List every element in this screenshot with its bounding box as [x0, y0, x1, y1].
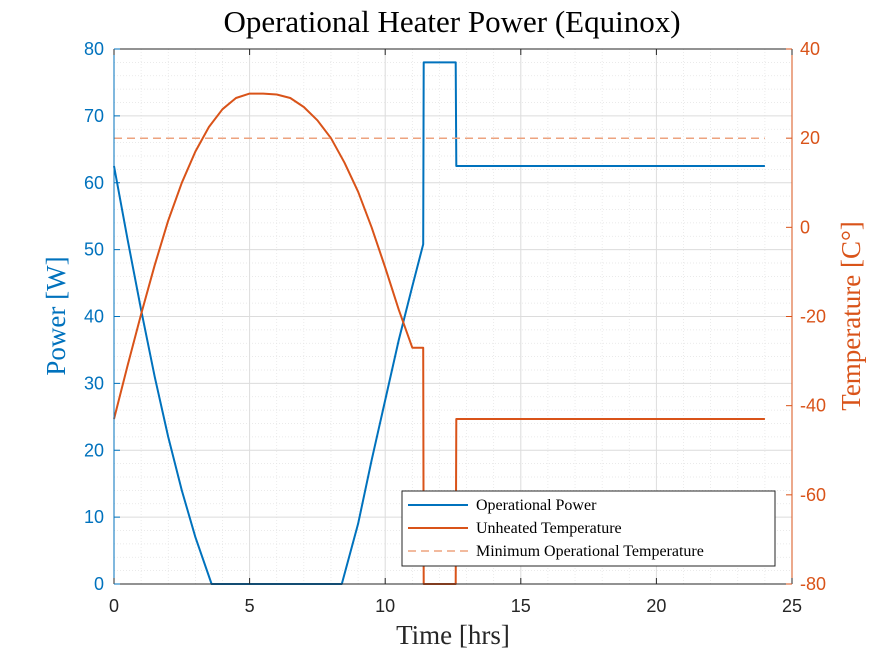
y-tick-label-right: -60	[800, 485, 826, 505]
y-tick-label-left: 10	[84, 507, 104, 527]
y-axis-label-right: Temperature [C°]	[836, 221, 866, 411]
y-tick-label-left: 40	[84, 307, 104, 327]
y-tick-label-right: 20	[800, 128, 820, 148]
y-tick-label-left: 50	[84, 240, 104, 260]
chart-title: Operational Heater Power (Equinox)	[223, 4, 680, 39]
y-tick-label-right: -40	[800, 396, 826, 416]
legend-label-unheated-temperature: Unheated Temperature	[476, 520, 622, 537]
legend: Operational Power Unheated Temperature M…	[401, 490, 776, 567]
y-tick-label-left: 80	[84, 39, 104, 59]
axes-layer: 0 5 10 15 20 25 0 10 20 30 40 50 60 70 80 -80 -60 -40 -20 0…	[84, 39, 826, 616]
x-tick-label: 10	[375, 596, 395, 616]
y-tick-label-left: 60	[84, 173, 104, 193]
x-tick-label: 20	[646, 596, 666, 616]
y-tick-label-left: 0	[94, 574, 104, 594]
series-layer	[113, 61, 765, 585]
legend-label-minimum-operational-temperature: Minimum Operational Temperature	[476, 543, 704, 560]
y-tick-label-right: -80	[800, 574, 826, 594]
x-tick-label: 15	[511, 596, 531, 616]
y-tick-label-right: -20	[800, 307, 826, 327]
legend-label-operational-power: Operational Power	[476, 497, 597, 514]
y-tick-label-right: 40	[800, 39, 820, 59]
y-axis-label-left: Power [W]	[41, 256, 71, 375]
x-tick-label: 5	[245, 596, 255, 616]
series-line-unheated-temperature	[113, 92, 765, 585]
y-tick-label-left: 30	[84, 373, 104, 393]
y-tick-label-left: 70	[84, 106, 104, 126]
series-line-operational-power	[113, 61, 765, 585]
y-tick-label-right: 0	[800, 217, 810, 237]
x-tick-label: 0	[109, 596, 119, 616]
x-axis-label: Time [hrs]	[396, 620, 510, 650]
y-tick-label-left: 20	[84, 440, 104, 460]
x-tick-label: 25	[782, 596, 802, 616]
